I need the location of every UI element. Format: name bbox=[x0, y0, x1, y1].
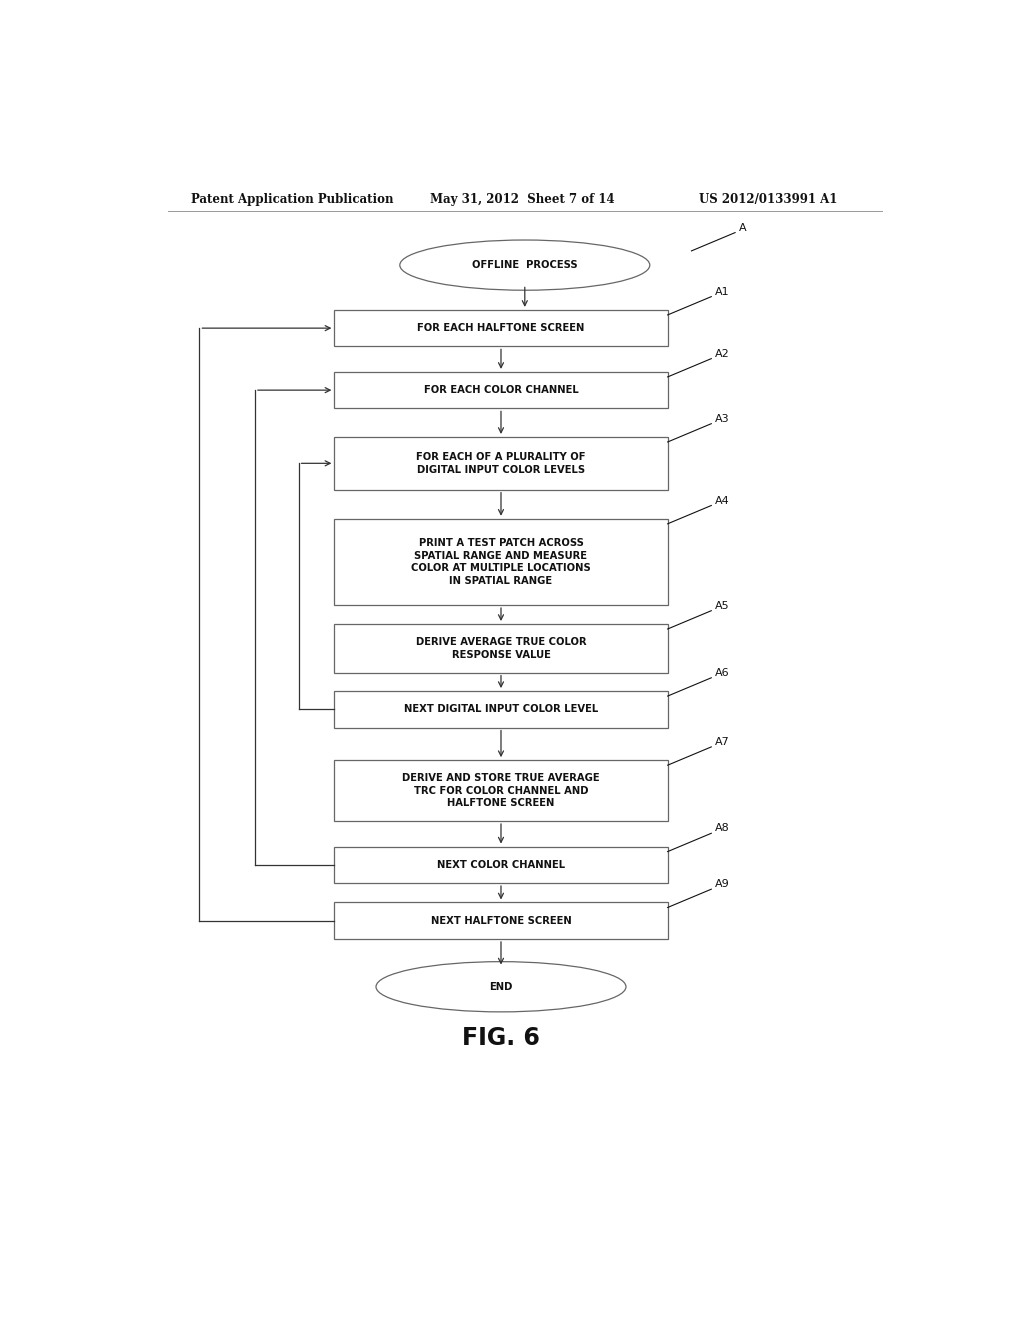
FancyBboxPatch shape bbox=[334, 760, 668, 821]
Text: A8: A8 bbox=[715, 824, 730, 833]
FancyBboxPatch shape bbox=[334, 690, 668, 727]
Text: A7: A7 bbox=[715, 737, 730, 747]
Text: PRINT A TEST PATCH ACROSS
SPATIAL RANGE AND MEASURE
COLOR AT MULTIPLE LOCATIONS
: PRINT A TEST PATCH ACROSS SPATIAL RANGE … bbox=[411, 537, 591, 586]
Text: FOR EACH COLOR CHANNEL: FOR EACH COLOR CHANNEL bbox=[424, 385, 579, 395]
Text: A5: A5 bbox=[715, 601, 730, 611]
FancyBboxPatch shape bbox=[334, 903, 668, 939]
FancyBboxPatch shape bbox=[334, 437, 668, 490]
Text: A2: A2 bbox=[715, 348, 730, 359]
Ellipse shape bbox=[399, 240, 650, 290]
Text: NEXT COLOR CHANNEL: NEXT COLOR CHANNEL bbox=[437, 859, 565, 870]
FancyBboxPatch shape bbox=[334, 310, 668, 346]
Ellipse shape bbox=[376, 962, 626, 1012]
Text: A6: A6 bbox=[715, 668, 730, 677]
Text: May 31, 2012  Sheet 7 of 14: May 31, 2012 Sheet 7 of 14 bbox=[430, 193, 614, 206]
Text: END: END bbox=[489, 982, 513, 991]
Text: A3: A3 bbox=[715, 413, 730, 424]
Text: DERIVE AVERAGE TRUE COLOR
RESPONSE VALUE: DERIVE AVERAGE TRUE COLOR RESPONSE VALUE bbox=[416, 638, 587, 660]
Text: NEXT DIGITAL INPUT COLOR LEVEL: NEXT DIGITAL INPUT COLOR LEVEL bbox=[403, 705, 598, 714]
FancyBboxPatch shape bbox=[334, 624, 668, 673]
Text: OFFLINE  PROCESS: OFFLINE PROCESS bbox=[472, 260, 578, 271]
Text: A: A bbox=[739, 223, 746, 232]
Text: FOR EACH HALFTONE SCREEN: FOR EACH HALFTONE SCREEN bbox=[418, 323, 585, 333]
FancyBboxPatch shape bbox=[334, 372, 668, 408]
Text: FIG. 6: FIG. 6 bbox=[462, 1026, 540, 1049]
FancyBboxPatch shape bbox=[334, 519, 668, 605]
Text: FOR EACH OF A PLURALITY OF
DIGITAL INPUT COLOR LEVELS: FOR EACH OF A PLURALITY OF DIGITAL INPUT… bbox=[416, 451, 586, 475]
Text: A1: A1 bbox=[715, 286, 730, 297]
Text: NEXT HALFTONE SCREEN: NEXT HALFTONE SCREEN bbox=[431, 916, 571, 925]
Text: Patent Application Publication: Patent Application Publication bbox=[191, 193, 394, 206]
FancyBboxPatch shape bbox=[334, 846, 668, 883]
Text: DERIVE AND STORE TRUE AVERAGE
TRC FOR COLOR CHANNEL AND
HALFTONE SCREEN: DERIVE AND STORE TRUE AVERAGE TRC FOR CO… bbox=[402, 772, 600, 808]
Text: A9: A9 bbox=[715, 879, 730, 890]
Text: A4: A4 bbox=[715, 495, 730, 506]
Text: US 2012/0133991 A1: US 2012/0133991 A1 bbox=[699, 193, 838, 206]
